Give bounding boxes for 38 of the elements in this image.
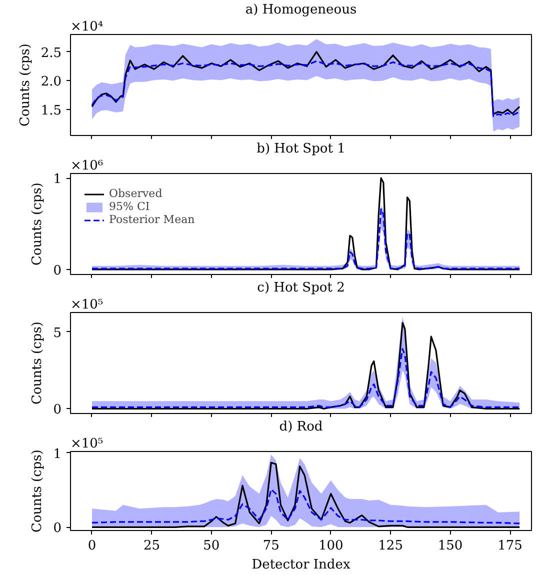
- line-series: [91, 488, 520, 524]
- y-tick-label: 2.0: [40, 74, 62, 90]
- y-axis-title: Counts (cps): [18, 44, 33, 126]
- line-series: [91, 348, 520, 408]
- line-series: [91, 51, 520, 115]
- y-tick-label: 0: [53, 521, 62, 536]
- chart-title: b) Hot Spot 1: [256, 142, 346, 156]
- y-tick-label: 1: [53, 446, 62, 462]
- y-tick-label: 2.5: [40, 46, 62, 61]
- y-tick-label: 5: [53, 326, 62, 341]
- legend-label: Posterior Mean: [109, 213, 195, 226]
- y-tick-label: 1.5: [40, 104, 62, 119]
- chart-title: c) Hot Spot 2: [257, 280, 345, 296]
- legend-label: Observed: [109, 187, 162, 200]
- x-tick-label: 0: [88, 538, 96, 554]
- annotation: ×10⁵: [70, 298, 104, 312]
- text: ×10⁶: [70, 158, 104, 174]
- x-tick-label: 25: [143, 538, 160, 554]
- chart-title: d) Rod: [279, 420, 323, 434]
- x-tick-label: 75: [262, 538, 280, 554]
- legend-label: 95% CI: [109, 200, 150, 213]
- y-axis-title: Counts (cps): [30, 182, 46, 266]
- line-series: [91, 60, 520, 118]
- x-tick-label: 125: [378, 538, 403, 554]
- x-axis-title: Detector Index: [252, 558, 351, 572]
- y-axis-title: Counts (cps): [30, 322, 46, 404]
- x-tick-label: 50: [203, 538, 220, 554]
- x-tick-label: 150: [438, 538, 463, 554]
- y-axis-title: Counts (cps): [30, 450, 46, 532]
- annotation: ×10⁴: [70, 20, 104, 34]
- line-series: [91, 177, 520, 270]
- y-tick-label: 1: [53, 172, 62, 188]
- y-tick-label: 0: [53, 402, 62, 418]
- y-tick-label: 0: [53, 263, 62, 278]
- chart-title: a) Homogeneous: [245, 2, 357, 18]
- x-tick-label: 175: [498, 538, 522, 554]
- annotation: ×10⁵: [70, 436, 104, 452]
- x-tick-label: 100: [318, 538, 344, 554]
